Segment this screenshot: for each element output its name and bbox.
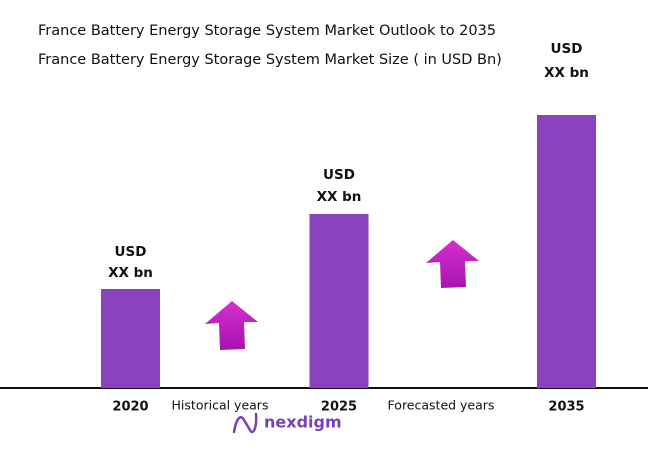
bar bbox=[101, 289, 160, 388]
x-tick-label: 2035 bbox=[548, 400, 584, 415]
chart-subtitle: France Battery Energy Storage System Mar… bbox=[38, 52, 502, 68]
value-label: XX bn bbox=[544, 65, 589, 81]
annotation: Forecasted years bbox=[388, 398, 495, 413]
value-label: USD bbox=[323, 167, 355, 183]
x-tick-label: 2025 bbox=[321, 400, 357, 415]
chart-title: France Battery Energy Storage System Mar… bbox=[38, 23, 496, 39]
bar bbox=[537, 115, 596, 388]
value-label: XX bn bbox=[108, 265, 153, 281]
annotation: Historical years bbox=[172, 398, 269, 413]
up-arrow bbox=[205, 301, 258, 350]
value-label: XX bn bbox=[317, 189, 362, 205]
brand-logo bbox=[232, 412, 258, 434]
bar bbox=[309, 214, 369, 388]
x-tick-label: 2020 bbox=[112, 400, 148, 415]
value-label: USD bbox=[551, 41, 583, 57]
brand-name: nexdigm bbox=[264, 413, 342, 432]
up-arrow bbox=[426, 240, 479, 288]
value-label: USD bbox=[115, 244, 147, 260]
